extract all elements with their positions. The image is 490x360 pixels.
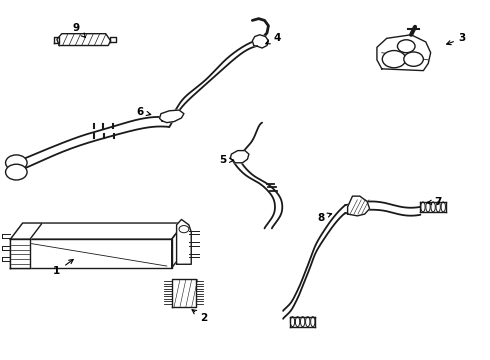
Polygon shape [347, 196, 369, 216]
Polygon shape [252, 35, 269, 48]
Ellipse shape [441, 202, 445, 212]
Ellipse shape [431, 202, 435, 212]
Polygon shape [23, 223, 42, 239]
Text: 1: 1 [53, 260, 73, 276]
Text: 7: 7 [427, 197, 441, 207]
Text: 9: 9 [73, 23, 85, 37]
Circle shape [5, 155, 27, 171]
Polygon shape [230, 150, 249, 163]
Ellipse shape [291, 317, 294, 327]
Polygon shape [377, 35, 431, 71]
Text: 6: 6 [136, 107, 151, 117]
Polygon shape [172, 223, 184, 268]
Text: 3: 3 [447, 33, 466, 45]
Text: 4: 4 [266, 33, 280, 44]
Ellipse shape [295, 317, 300, 327]
Polygon shape [10, 223, 184, 239]
Ellipse shape [426, 202, 430, 212]
Polygon shape [10, 223, 42, 239]
Text: 5: 5 [220, 155, 234, 165]
Circle shape [404, 52, 423, 66]
Ellipse shape [421, 202, 425, 212]
Polygon shape [57, 34, 111, 45]
Polygon shape [176, 220, 191, 264]
Text: 8: 8 [317, 213, 332, 222]
Polygon shape [159, 110, 184, 123]
Circle shape [5, 164, 27, 180]
Circle shape [382, 50, 406, 68]
Ellipse shape [300, 317, 305, 327]
Polygon shape [10, 239, 171, 268]
Ellipse shape [311, 317, 315, 327]
Circle shape [397, 40, 415, 53]
Circle shape [179, 226, 189, 233]
Ellipse shape [436, 202, 441, 212]
Ellipse shape [306, 317, 310, 327]
Polygon shape [10, 239, 30, 268]
Text: 2: 2 [192, 310, 207, 323]
